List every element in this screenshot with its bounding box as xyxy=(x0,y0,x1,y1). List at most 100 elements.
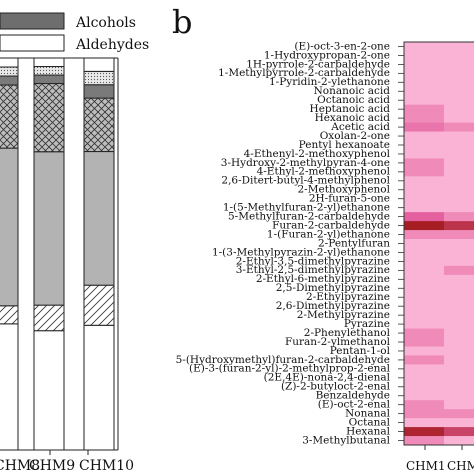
heat-cell xyxy=(404,167,445,177)
heat-cell xyxy=(444,230,474,240)
heat-cell xyxy=(444,337,474,347)
row-label: Hexanal xyxy=(346,425,391,437)
bar-segment-chm9-6 xyxy=(33,57,65,68)
heat-cell xyxy=(404,212,445,222)
row-label: Octanoic acid xyxy=(317,94,390,106)
row-label: Heptanoic acid xyxy=(310,103,391,115)
heat-cell xyxy=(444,239,474,249)
heat-cell xyxy=(404,346,445,356)
heat-cell xyxy=(404,310,445,321)
row-label: 3-Methylbutanal xyxy=(302,434,390,446)
row-label: 1H-pyrrole-2-carbaldehyde xyxy=(246,58,390,70)
col-label-chm1: CHM1 xyxy=(406,459,446,473)
bar-segment-chm9-0 xyxy=(33,330,65,451)
heat-cell xyxy=(404,50,445,61)
row-label: 2-Phenylethanol xyxy=(304,327,391,339)
row-label: 2-Ethyl-6-methylpyrazine xyxy=(256,273,390,285)
heat-cell xyxy=(404,319,445,330)
heat-cell xyxy=(404,221,445,231)
heatmap-border xyxy=(403,41,474,446)
heat-cell xyxy=(444,292,474,303)
heat-cell xyxy=(444,221,474,231)
row-label: 2-Methoxyphenol xyxy=(298,184,391,196)
row-label: 1-(3-Methylpyrazin-2-yl)ethanone xyxy=(212,246,390,258)
row-labels: (E)-oct-3-en-2-one1-Hydroxypropan-2-one1… xyxy=(176,40,404,446)
legend-label-aldehydes: Aldehydes xyxy=(75,37,149,53)
heat-cell xyxy=(404,436,445,446)
heat-cell xyxy=(404,274,445,285)
row-label: 1-(5-Methylfuran-2-yl)ethanone xyxy=(223,202,390,214)
heat-cell xyxy=(404,427,445,437)
stacked-bar-panel: Alcohols Aldehydes CHM8 CHM9 CHM10 xyxy=(0,12,149,474)
legend: Alcohols Aldehydes xyxy=(0,12,149,53)
heatmap-cells xyxy=(404,42,474,446)
heat-cell xyxy=(404,337,445,347)
bar-segment-chm8-1 xyxy=(0,305,19,325)
row-label: 4-Ethyl-2-methoxyphenol xyxy=(257,166,391,178)
row-label: 2,5-Dimethylpyrazine xyxy=(276,282,390,294)
heat-cell xyxy=(444,113,474,124)
heat-cell xyxy=(404,265,445,276)
heat-cell xyxy=(444,203,474,213)
heat-cell xyxy=(444,140,474,150)
row-label: (E)-oct-3-en-2-one xyxy=(294,40,390,52)
row-label: (Z)-2-butyloct-2-enal xyxy=(281,381,391,393)
row-label: 5-Methylfuran-2-carbaldehyde xyxy=(228,210,390,222)
bar-segment-chm10-3 xyxy=(83,97,115,153)
row-label: 1-(Furan-2-yl)ethanone xyxy=(267,228,390,240)
heat-cell xyxy=(404,382,445,392)
heat-cell xyxy=(444,346,474,356)
heat-cell xyxy=(404,301,445,312)
heat-cell xyxy=(404,418,445,428)
bar-segment-chm10-5 xyxy=(83,70,115,86)
heat-cell xyxy=(404,68,445,79)
bar-segment-chm9-4 xyxy=(33,74,65,85)
heat-cell xyxy=(444,42,474,52)
row-label: 3-Ethyl-2,5-dimethylpyrazine xyxy=(236,264,390,276)
row-label: Oxolan-2-one xyxy=(320,130,390,142)
heat-cell xyxy=(444,418,474,428)
heat-cell xyxy=(404,140,445,150)
bar-segment-chm10-4 xyxy=(83,84,115,99)
heat-cell xyxy=(444,310,474,321)
col-label-chm: CHM xyxy=(447,459,474,473)
heat-cell xyxy=(404,239,445,249)
heat-cell xyxy=(404,247,445,258)
heat-cell xyxy=(444,427,474,437)
row-label: Pentyl hexanoate xyxy=(299,139,390,151)
bar-segment-chm10-2 xyxy=(83,151,115,286)
heat-cell xyxy=(444,328,474,339)
row-label: (E)-oct-2-enal xyxy=(318,399,391,411)
heat-cell xyxy=(444,167,474,177)
row-label: 2-Ethylpyrazine xyxy=(306,291,390,303)
heat-cell xyxy=(404,113,445,124)
row-label: Furan-2-carbaldehyde xyxy=(272,219,390,231)
row-label: Pyrazine xyxy=(344,318,390,330)
heat-cell xyxy=(444,176,474,186)
heat-cell xyxy=(404,95,445,106)
legend-swatch-aldehydes xyxy=(0,34,65,52)
heat-cell xyxy=(404,230,445,240)
heat-cell xyxy=(444,301,474,312)
heat-cell xyxy=(444,158,474,168)
heat-cell xyxy=(444,274,474,285)
row-label: 2H-furan-5-one xyxy=(309,193,390,205)
heat-cell xyxy=(444,265,474,276)
heat-cell xyxy=(404,203,445,213)
bar-segment-chm10-0 xyxy=(83,324,115,451)
row-label: 2-Pentylfuran xyxy=(318,237,390,249)
row-label: 2,6-Ditert-butyl-4-methylphenol xyxy=(221,175,390,187)
row-label: 4-Ethenyl-2-methoxyphenol xyxy=(244,148,391,160)
heat-cell xyxy=(404,149,445,159)
heat-cell xyxy=(444,50,474,61)
row-label: (E)-3-(furan-2-yl)-2-methylprop-2-enal xyxy=(189,363,391,375)
heat-cell xyxy=(444,194,474,204)
row-label: Hexanoic acid xyxy=(315,112,391,124)
heat-cell xyxy=(444,68,474,79)
heat-cell xyxy=(444,319,474,330)
bars xyxy=(0,57,115,451)
legend-label-alcohols: Alcohols xyxy=(75,15,136,31)
heat-cell xyxy=(404,185,445,195)
panel-label: b xyxy=(172,3,192,41)
heat-cell xyxy=(444,364,474,374)
